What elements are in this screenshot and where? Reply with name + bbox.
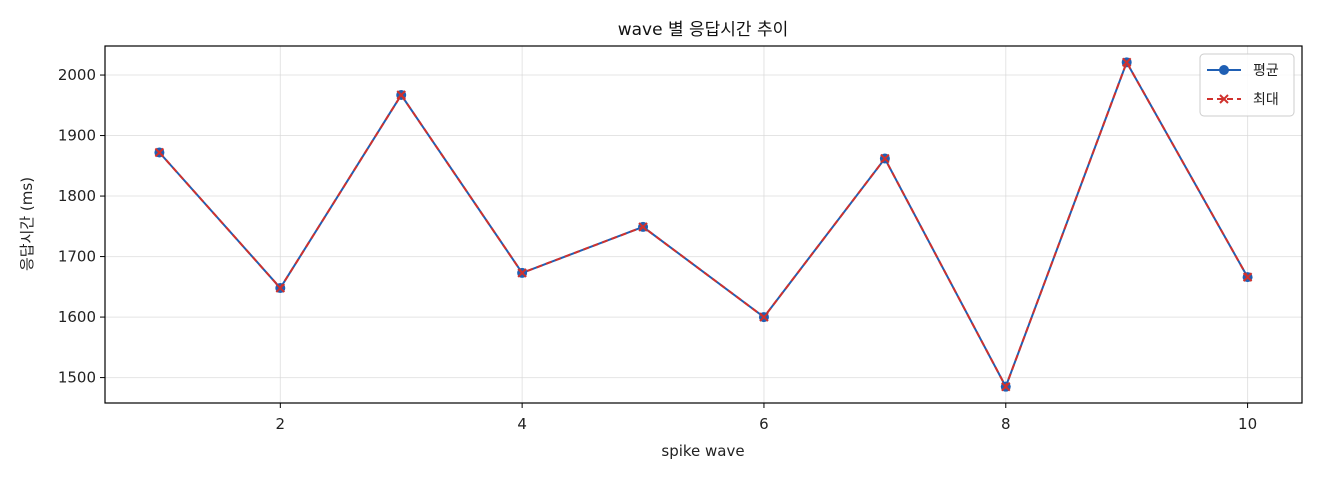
x-tick-label: 6	[759, 415, 769, 433]
data-point-max	[1121, 57, 1132, 68]
data-point-max	[1242, 272, 1253, 282]
x-tick-label: 4	[517, 415, 527, 433]
legend: 평균 최대	[1199, 53, 1295, 117]
grid	[105, 46, 1302, 403]
legend-marker-max	[1219, 94, 1229, 104]
legend-marker-mean	[1219, 65, 1229, 75]
legend-box	[1199, 53, 1295, 117]
data-point-max	[396, 90, 406, 100]
legend-label-max: 최대	[1253, 92, 1279, 108]
y-tick-label: 1600	[58, 308, 96, 326]
plot-area	[104, 45, 1303, 404]
data-point-max	[759, 312, 769, 322]
axis-ticks: 2 4 6 8 10 1500 1600 1700 1800 1900 2000	[58, 66, 1257, 433]
series-layer	[154, 57, 1253, 392]
y-tick-label: 1800	[58, 187, 96, 205]
x-tick-label: 8	[1001, 415, 1011, 433]
series-line-0	[158, 59, 1249, 390]
y-tick-label: 2000	[58, 66, 96, 84]
series-line-1	[158, 59, 1249, 390]
data-point-max	[275, 283, 286, 293]
chart-title: wave 별 응답시간 추이	[618, 20, 789, 40]
y-tick-label: 1700	[58, 248, 96, 266]
y-axis-label: 응답시간 (ms)	[18, 177, 36, 271]
legend-label-mean: 평균	[1253, 63, 1279, 79]
data-point-max	[1001, 381, 1011, 392]
y-tick-label: 1500	[58, 369, 96, 387]
x-tick-label: 10	[1238, 415, 1257, 433]
x-tick-label: 2	[276, 415, 286, 433]
y-tick-label: 1900	[58, 127, 96, 145]
data-point-max	[154, 147, 165, 158]
data-point-max	[638, 222, 648, 232]
data-point-max	[517, 268, 527, 278]
x-axis-label: spike wave	[661, 442, 744, 460]
data-point-max	[880, 153, 890, 164]
